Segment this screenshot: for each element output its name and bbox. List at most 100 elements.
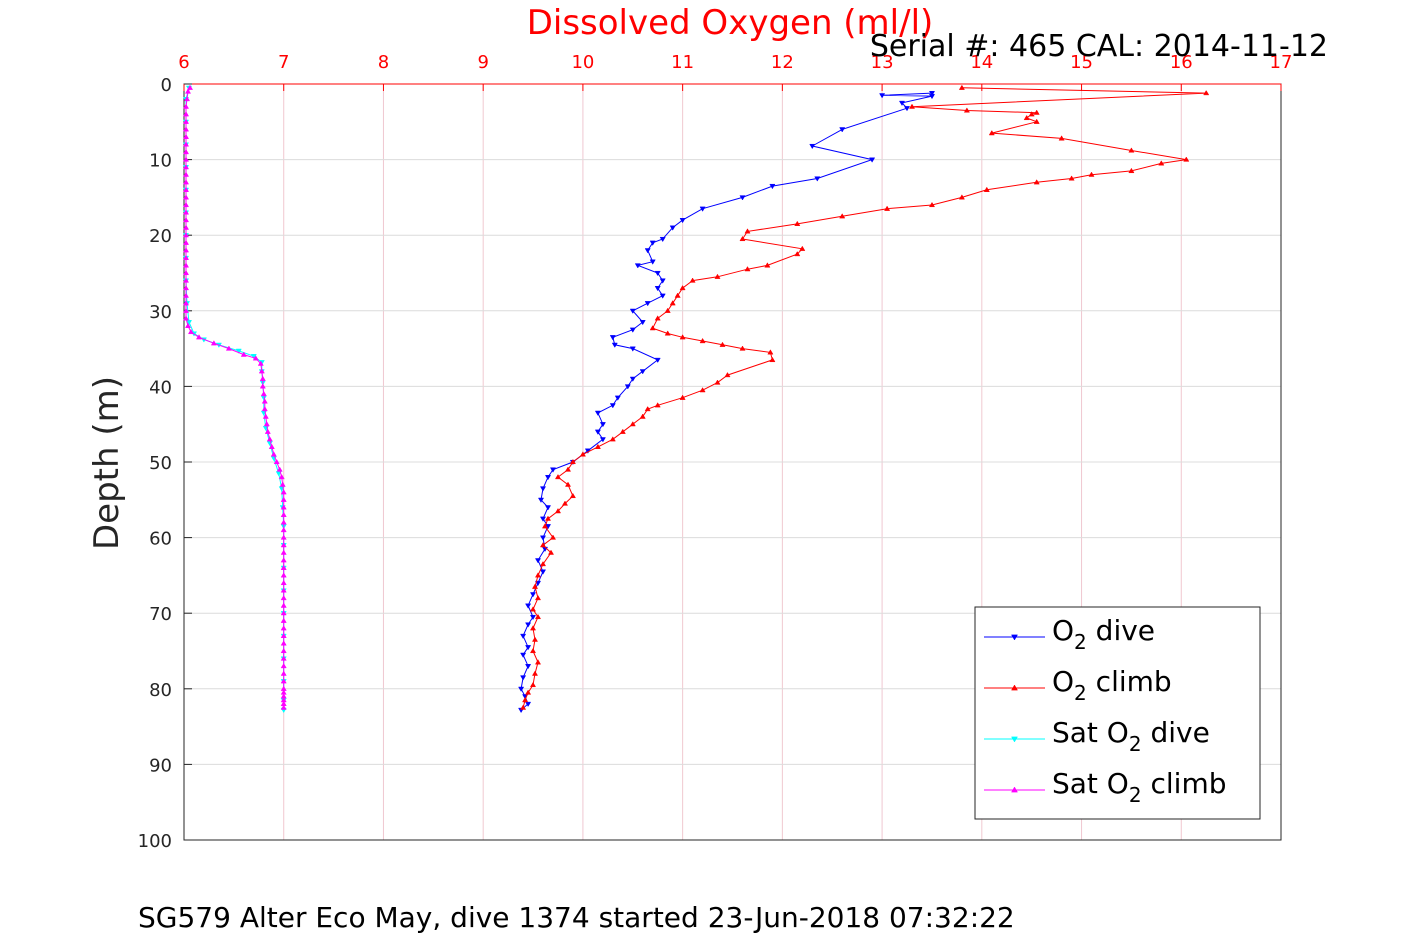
data-point-o2-dive xyxy=(520,675,527,681)
data-point-sat-o2-climb xyxy=(280,700,287,706)
data-point-o2-climb xyxy=(1033,109,1040,115)
data-point-o2-dive xyxy=(814,176,821,182)
data-point-o2-climb xyxy=(767,349,774,355)
data-point-sat-o2-climb xyxy=(280,704,287,710)
x-axis-ticks: 6 7 8 9 10 11 12 13 14 15 16 17 xyxy=(178,52,1292,91)
legend-marker xyxy=(1011,634,1018,641)
data-point-sat-o2-climb xyxy=(280,632,287,638)
data-point-o2-climb xyxy=(564,466,572,472)
data-point-o2-dive xyxy=(539,535,547,541)
data-point-o2-dive xyxy=(537,497,545,503)
data-point-sat-o2-climb xyxy=(280,693,287,699)
data-point-o2-climb xyxy=(644,406,651,412)
data-point-o2-climb xyxy=(1033,118,1040,124)
data-point-o2-dive xyxy=(520,652,527,658)
data-point-sat-o2-climb xyxy=(259,375,266,381)
data-point-sat-o2-climb xyxy=(182,111,190,117)
data-point-sat-o2-climb xyxy=(182,156,190,162)
data-point-o2-climb xyxy=(744,228,751,234)
data-point-o2-climb xyxy=(928,201,936,208)
data-point-sat-o2-climb xyxy=(264,428,271,434)
data-point-o2-dive xyxy=(544,475,552,481)
data-point-sat-o2-climb xyxy=(182,285,190,291)
y-tick-label: 30 xyxy=(149,302,172,323)
data-point-o2-climb xyxy=(531,670,539,676)
data-point-o2-dive xyxy=(769,183,776,190)
serial-calibration-label: Serial #: 465 CAL: 2014-11-12 xyxy=(870,29,1328,64)
data-point-o2-climb xyxy=(534,613,542,620)
data-point-o2-dive xyxy=(644,248,651,254)
data-point-o2-climb xyxy=(983,186,990,192)
data-point-sat-o2-climb xyxy=(280,564,287,570)
data-point-sat-o2-dive xyxy=(185,320,193,326)
data-point-o2-climb xyxy=(529,681,537,688)
data-point-o2-climb xyxy=(534,572,542,578)
data-point-o2-climb xyxy=(554,508,562,514)
data-point-sat-o2-climb xyxy=(182,315,190,321)
data-point-sat-o2-climb xyxy=(280,595,287,601)
data-point-o2-climb xyxy=(554,474,562,480)
data-point-o2-climb xyxy=(529,625,537,631)
data-point-o2-dive xyxy=(659,278,666,284)
data-point-o2-climb xyxy=(699,387,706,393)
data-point-o2-climb xyxy=(594,443,601,449)
data-point-sat-o2-climb xyxy=(280,511,287,517)
data-point-sat-o2-climb xyxy=(280,670,287,676)
data-point-sat-o2-climb xyxy=(280,647,287,654)
chart-title: Dissolved Oxygen (ml/l) xyxy=(527,3,934,43)
data-point-sat-o2-climb xyxy=(182,254,190,260)
x-tick-label: 15 xyxy=(1070,52,1093,73)
data-point-sat-o2-climb xyxy=(273,458,280,465)
y-tick-label: 90 xyxy=(149,755,172,776)
legend-entry-sat-o2-dive: Sat O2 dive xyxy=(984,716,1210,756)
data-point-o2-climb xyxy=(649,325,656,331)
x-tick-label: 9 xyxy=(477,52,488,73)
data-point-o2-climb xyxy=(1128,147,1135,153)
data-point-o2-dive xyxy=(644,301,651,307)
data-point-sat-o2-climb xyxy=(182,141,190,147)
x-tick-label: 13 xyxy=(871,52,894,73)
data-point-o2-dive xyxy=(525,664,532,670)
data-point-o2-climb xyxy=(988,130,995,136)
data-point-o2-dive xyxy=(879,93,886,99)
data-point-o2-climb xyxy=(908,103,916,109)
data-point-o2-climb xyxy=(569,458,576,465)
data-point-o2-dive xyxy=(624,384,631,390)
y-tick-label: 100 xyxy=(138,831,172,852)
data-point-o2-climb xyxy=(1033,179,1040,185)
x-tick-label: 17 xyxy=(1270,52,1293,73)
data-point-o2-climb xyxy=(963,107,970,113)
series-line-sat-o2-climb xyxy=(185,87,285,708)
data-point-sat-o2-climb xyxy=(182,292,190,298)
data-point-o2-climb xyxy=(724,372,731,378)
data-point-o2-dive xyxy=(869,157,876,163)
data-point-sat-o2-climb xyxy=(280,697,287,703)
data-point-o2-dive xyxy=(529,592,537,598)
data-point-o2-dive xyxy=(654,286,661,292)
data-point-o2-climb xyxy=(1088,171,1095,177)
data-point-o2-dive xyxy=(639,320,646,326)
data-point-sat-o2-climb xyxy=(240,351,247,357)
data-point-o2-climb xyxy=(539,542,547,548)
data-point-sat-o2-climb xyxy=(182,217,190,223)
data-point-sat-o2-climb xyxy=(182,148,190,155)
data-point-sat-o2-climb xyxy=(182,224,190,230)
data-point-sat-o2-climb xyxy=(280,542,287,548)
data-point-o2-climb xyxy=(609,436,616,442)
data-point-o2-climb xyxy=(1128,167,1135,174)
data-point-sat-o2-climb xyxy=(259,383,266,389)
data-point-o2-climb xyxy=(564,481,572,487)
data-point-sat-o2-climb xyxy=(262,413,269,419)
x-tick-label: 16 xyxy=(1170,52,1193,73)
data-point-o2-climb xyxy=(664,330,671,336)
data-point-sat-o2-climb xyxy=(182,126,190,132)
data-point-o2-climb xyxy=(529,606,537,612)
x-tick-label: 7 xyxy=(278,52,289,73)
data-point-o2-climb xyxy=(739,345,746,351)
data-point-sat-o2-climb xyxy=(182,239,190,245)
y-tick-label: 80 xyxy=(149,680,172,701)
data-point-sat-o2-climb xyxy=(280,640,287,646)
data-point-sat-o2-climb xyxy=(182,209,190,215)
legend-marker xyxy=(1011,736,1018,743)
data-point-sat-o2-climb xyxy=(187,328,195,335)
